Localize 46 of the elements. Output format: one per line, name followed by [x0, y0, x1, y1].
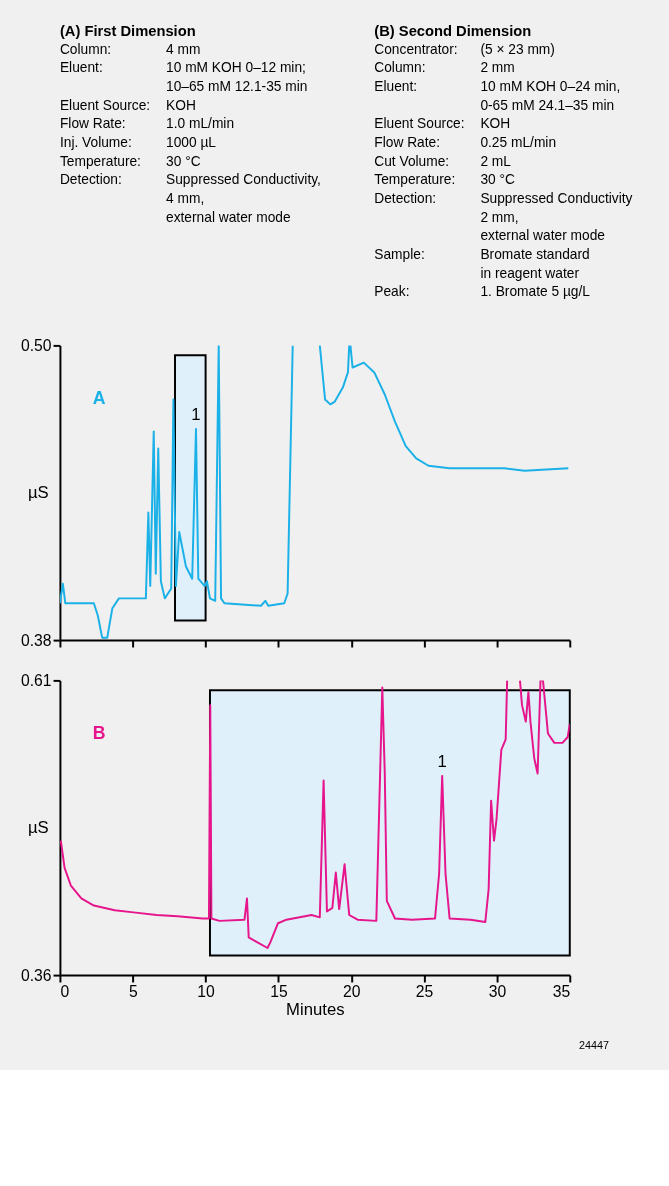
text: Temperature: 30 °C: [59, 153, 201, 169]
text: Temperature: 30 °C: [374, 172, 515, 188]
text: external water mode: [480, 228, 606, 244]
text: 10–65 mM 12.1-35 min: [166, 78, 308, 94]
text: 24447: [579, 1038, 610, 1051]
text: in reagent water: [480, 265, 580, 281]
text: Flow Rate: 0.25 mL/min: [374, 134, 557, 150]
text: (A) First Dimension: [59, 22, 196, 39]
text: Eluent: 10 mM KOH 0–24 min,: [374, 78, 621, 94]
x-tick-label: 20: [343, 983, 361, 1001]
y-tick-label: 0.38: [21, 631, 52, 649]
text: Flow Rate: 1.0 mL/min: [59, 116, 235, 132]
y-tick-label: 0.50: [21, 336, 52, 354]
y-axis-title: µS: [27, 818, 49, 838]
annotation: 1: [191, 405, 201, 425]
text: 4 mm,: [166, 190, 205, 206]
x-tick-label: 35: [552, 983, 571, 1001]
x-tick-label: 15: [270, 983, 288, 1001]
text: Detection: Suppressed Conductivity,: [59, 172, 321, 188]
text: Column: 4 mm: [59, 41, 201, 57]
text: Detection: Suppressed Conductivity: [374, 190, 633, 206]
x-tick-label: 0: [60, 983, 70, 1001]
x-tick-label: 25: [415, 983, 434, 1001]
text: Inj. Volume: 1000 µL: [59, 134, 217, 150]
y-axis-title: µS: [27, 483, 49, 503]
text: (B) Second Dimension: [374, 22, 532, 39]
text: Cut Volume: 2 mL: [374, 153, 511, 169]
annotation: A: [92, 388, 106, 409]
text: external water mode: [166, 209, 291, 225]
y-tick-label: 0.36: [21, 966, 52, 984]
text: Concentrator: (5 × 23 mm): [374, 41, 555, 57]
x-tick-label: 30: [488, 983, 507, 1001]
text: 0-65 mM 24.1–35 min: [480, 97, 615, 113]
x-tick-label: 10: [197, 983, 216, 1001]
annotation: B: [92, 723, 106, 744]
text: Peak: 1. Bromate 5 µg/L: [374, 284, 590, 300]
x-tick-label: 5: [128, 983, 138, 1001]
text: Eluent Source: KOH: [59, 97, 196, 113]
text: 2 mm,: [480, 209, 519, 225]
x-axis-title: Minutes: [286, 999, 345, 1019]
y-tick-label: 0.61: [21, 671, 52, 689]
text: Sample: Bromate standard: [374, 246, 590, 262]
text: Column: 2 mm: [374, 60, 515, 76]
text: Eluent Source: KOH: [374, 116, 511, 132]
text: Eluent: 10 mM KOH 0–12 min;: [59, 60, 306, 76]
annotation: 1: [437, 752, 447, 772]
